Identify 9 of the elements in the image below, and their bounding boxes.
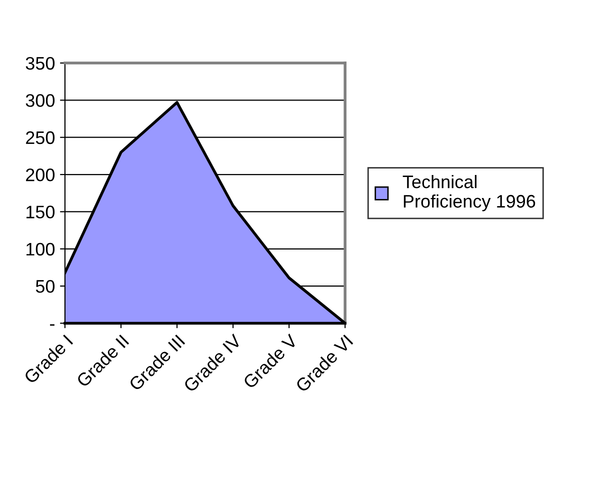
y-tick-label: 50 [36, 280, 55, 293]
y-tick-label: 300 [26, 94, 55, 107]
y-tick-label: 100 [26, 242, 55, 256]
y-tick-label: 250 [26, 131, 55, 144]
legend-label: Technical Proficiency 1996 [402, 174, 536, 212]
y-tick-label: 350 [26, 56, 55, 70]
y-tick-label: 200 [26, 168, 55, 182]
y-tick-label: - [50, 324, 54, 326]
y-tick-label: 150 [26, 206, 55, 218]
